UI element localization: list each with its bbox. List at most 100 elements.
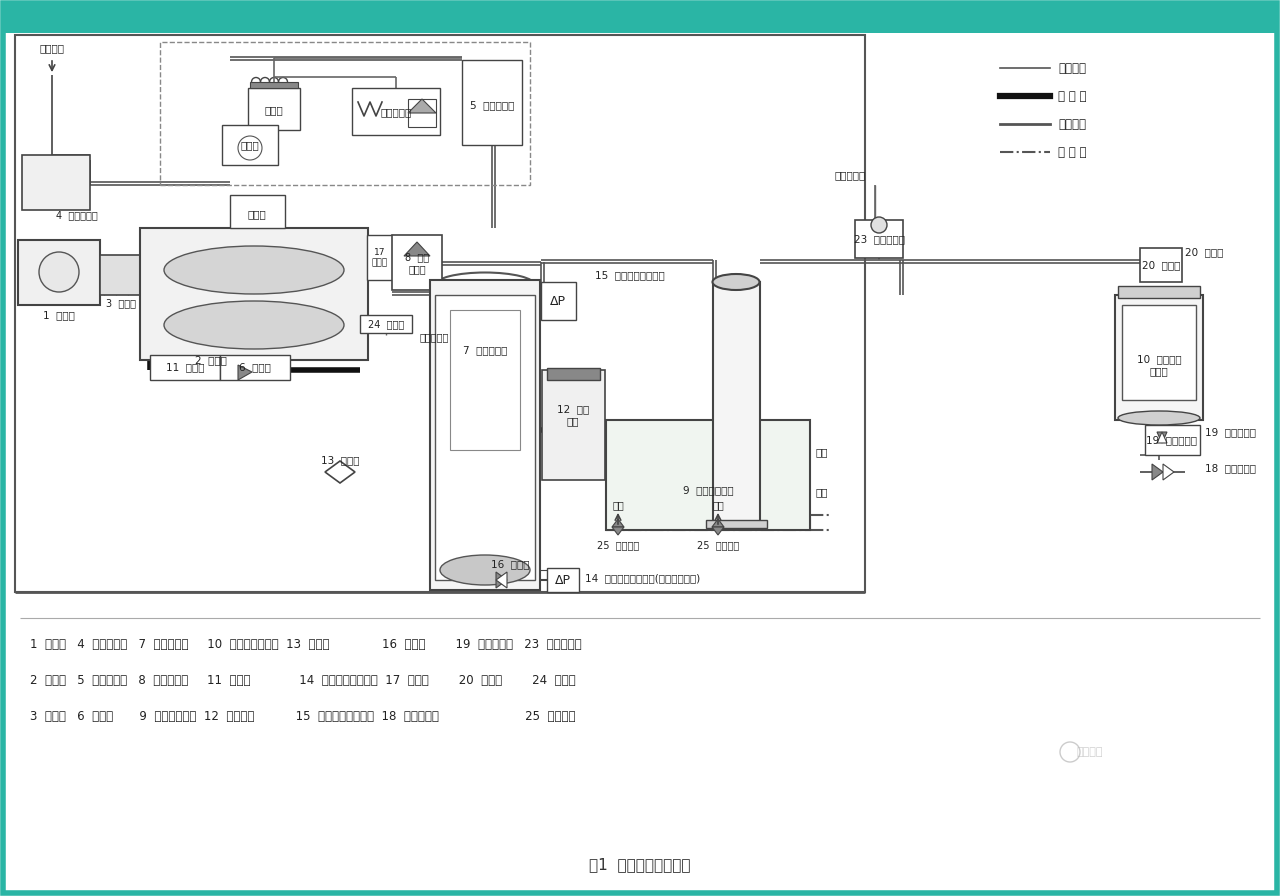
Bar (541, 282, 576, 320)
Text: 出水: 出水 (815, 447, 827, 457)
Text: 空气管路: 空气管路 (1059, 117, 1085, 131)
Circle shape (38, 252, 79, 292)
Polygon shape (1152, 464, 1164, 480)
Text: 排水: 排水 (612, 500, 623, 510)
Text: 8  最小
压力阀: 8 最小 压力阀 (404, 252, 429, 274)
Text: 20  供气阀: 20 供气阀 (1142, 260, 1180, 270)
Text: 18  手动排污阀: 18 手动排污阀 (1204, 463, 1256, 473)
Text: 16  放油管: 16 放油管 (490, 559, 529, 569)
Text: 23  压力变送器: 23 压力变送器 (854, 234, 905, 244)
Bar (220, 355, 291, 380)
Polygon shape (612, 519, 625, 527)
Bar (408, 99, 436, 127)
Bar (3, 3, 1277, 33)
Ellipse shape (164, 301, 344, 349)
Text: 2  压缩机   5  进气控制器   8  最小压力阀     11  断油阀             14  油过滤器压差开关  17  安全阀      : 2 压缩机 5 进气控制器 8 最小压力阀 11 断油阀 14 油过滤器压差开关… (29, 675, 576, 687)
Text: 4  空气滤清器: 4 空气滤清器 (56, 210, 97, 220)
Bar (360, 315, 412, 333)
Text: 1  电动机: 1 电动机 (44, 310, 76, 320)
Polygon shape (1157, 432, 1167, 443)
Bar (605, 420, 810, 530)
Bar (352, 88, 440, 135)
Bar (451, 310, 520, 450)
Bar (221, 125, 278, 165)
Bar (1123, 305, 1196, 400)
Text: 9  油、气冷却器: 9 油、气冷却器 (682, 485, 733, 495)
Text: 24  热电阻: 24 热电阻 (367, 319, 404, 329)
Text: 25  直嘴滤塞: 25 直嘴滤塞 (596, 540, 639, 550)
Ellipse shape (1117, 411, 1201, 425)
Text: 20  供气阀: 20 供气阀 (1185, 247, 1224, 257)
Bar (100, 255, 142, 295)
Polygon shape (404, 242, 430, 256)
Text: 油 管 路: 油 管 路 (1059, 90, 1087, 102)
Text: 稳压调节器: 稳压调节器 (380, 107, 412, 117)
Polygon shape (712, 519, 724, 527)
Text: 排水: 排水 (712, 500, 724, 510)
Circle shape (870, 217, 887, 233)
Bar (1146, 425, 1201, 455)
Text: 11  断油阀: 11 断油阀 (165, 362, 205, 372)
Polygon shape (612, 527, 625, 535)
Bar (541, 370, 605, 480)
Text: 10  气水分离
疏水器: 10 气水分离 疏水器 (1137, 354, 1181, 375)
Bar (250, 82, 298, 88)
Bar (462, 60, 522, 145)
Text: 接入电控柜: 接入电控柜 (420, 332, 449, 342)
Polygon shape (408, 99, 436, 113)
Bar (1115, 295, 1203, 420)
Text: 压缩机网: 压缩机网 (1076, 747, 1103, 757)
Text: 6  单向阀: 6 单向阀 (239, 362, 271, 372)
Polygon shape (712, 527, 724, 535)
Text: 19  自动排污阀: 19 自动排污阀 (1147, 435, 1198, 445)
Text: ΔP: ΔP (550, 295, 566, 307)
Text: 14  油过滤器压差开关(用户特殊订货): 14 油过滤器压差开关(用户特殊订货) (585, 573, 700, 583)
Text: 13  液位计: 13 液位计 (321, 455, 360, 465)
Bar (160, 42, 530, 185)
Text: 5  进气控制器: 5 进气控制器 (470, 100, 515, 110)
Text: 图1  空压机组流程简图: 图1 空压机组流程简图 (589, 857, 691, 873)
Polygon shape (238, 365, 252, 380)
Polygon shape (325, 461, 355, 483)
Bar (435, 295, 535, 580)
Text: ΔP: ΔP (556, 573, 571, 587)
Bar (150, 355, 220, 380)
Ellipse shape (440, 555, 530, 585)
Text: 19  自动排污阀: 19 自动排污阀 (1204, 427, 1256, 437)
Text: 2  压缩机: 2 压缩机 (195, 355, 227, 365)
Text: 12  油过
滤器: 12 油过 滤器 (557, 404, 589, 426)
Bar (1117, 286, 1201, 298)
Bar (18, 240, 100, 305)
Text: 7  油气分离器: 7 油气分离器 (463, 345, 507, 355)
Bar (15, 35, 865, 592)
Polygon shape (1164, 464, 1174, 480)
Bar (1140, 248, 1181, 282)
Bar (547, 568, 579, 592)
Text: 空气入口: 空气入口 (40, 43, 64, 53)
Text: 进水: 进水 (815, 487, 827, 497)
Text: 放空阀: 放空阀 (241, 140, 260, 150)
Bar (230, 195, 285, 228)
Text: 3  联轴器   6  单向阀       9  油、气冷却器  12  油过滤器           15  油分滤芯压差开关  18  手动排污阀     : 3 联轴器 6 单向阀 9 油、气冷却器 12 油过滤器 15 油分滤芯压差开关… (29, 711, 576, 723)
Bar (547, 368, 600, 380)
Text: 接入电控柜: 接入电控柜 (835, 170, 865, 180)
Ellipse shape (164, 246, 344, 294)
Bar (140, 228, 369, 360)
Text: 控制管路: 控制管路 (1059, 62, 1085, 74)
Text: 25  直嘴滤塞: 25 直嘴滤塞 (696, 540, 739, 550)
Text: 3  联轴器: 3 联轴器 (106, 298, 136, 308)
Bar (707, 520, 767, 528)
Ellipse shape (713, 274, 759, 290)
Bar (855, 220, 902, 258)
Text: 减荷阀: 减荷阀 (247, 209, 266, 219)
Bar (367, 235, 393, 280)
Text: 电磁阀: 电磁阀 (265, 105, 283, 115)
Text: 水 管 路: 水 管 路 (1059, 145, 1087, 159)
Bar (22, 155, 90, 210)
Bar (392, 235, 442, 290)
Polygon shape (1157, 432, 1167, 443)
Text: 17
安全阀: 17 安全阀 (372, 248, 388, 268)
Text: 1  电动机   4  空气滤清器   7  油气分离器     10  气水分离疏水器  13  液位计              16  放油管      : 1 电动机 4 空气滤清器 7 油气分离器 10 气水分离疏水器 13 液位计 … (29, 639, 581, 651)
Polygon shape (497, 572, 507, 588)
Bar (248, 88, 300, 130)
